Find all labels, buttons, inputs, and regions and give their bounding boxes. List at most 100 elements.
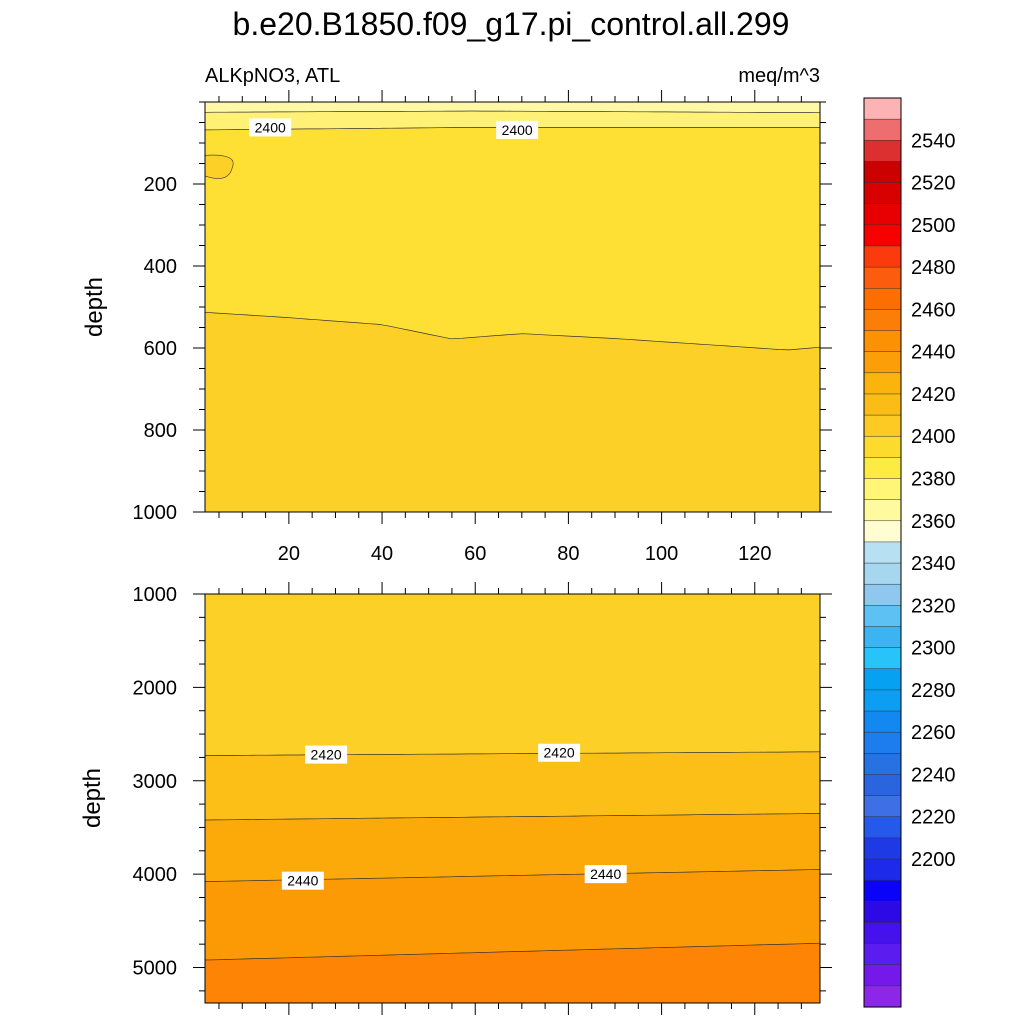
colorbar-segment (863, 457, 902, 480)
colorbar-segment (863, 414, 902, 437)
colorbar-label: 2340 (911, 553, 956, 575)
colorbar-segment (863, 668, 902, 691)
colorbar-segment (863, 710, 902, 733)
contour-label: 2420 (544, 745, 575, 761)
y-tick-label: 800 (144, 420, 177, 442)
colorbar-segment (863, 309, 902, 332)
colorbar-label: 2480 (911, 257, 956, 279)
top-ylabel: depth (81, 277, 108, 337)
colorbar-segment (863, 393, 902, 416)
colorbar-label: 2240 (911, 765, 956, 787)
colorbar-segment (863, 118, 902, 141)
y-tick-label: 3000 (133, 771, 178, 793)
colorbar-label: 2300 (911, 638, 956, 660)
contour-band (205, 943, 820, 1003)
contour-line (205, 110, 820, 114)
y-tick-label: 4000 (133, 864, 178, 886)
colorbar-frame (863, 97, 902, 1008)
y-tick-label: 1000 (133, 502, 178, 524)
colorbar-segment (863, 689, 902, 712)
bottom-panel: 2420 2420 2440 2440 1000 2000 3000 4000 5000 (133, 582, 832, 1015)
x-tick-label: 80 (557, 543, 579, 565)
colorbar-segment (863, 97, 902, 120)
colorbar-label: 2200 (911, 849, 956, 871)
contour-line (205, 942, 820, 961)
colorbar-segment (863, 964, 902, 987)
colorbar-segment (863, 858, 902, 881)
colorbar-segment (863, 795, 902, 818)
colorbar-label: 2500 (911, 215, 956, 237)
colorbar-label: 2400 (911, 426, 956, 448)
bottom-ylabel: depth (79, 768, 106, 828)
x-tick-label: 20 (278, 543, 300, 565)
contour-label: 2400 (502, 122, 533, 138)
colorbar-segment (863, 985, 902, 1008)
chart-title: b.e20.B1850.f09_g17.pi_control.all.299 (233, 6, 790, 42)
colorbar-segment (863, 435, 902, 458)
colorbar-segment (863, 224, 902, 247)
colorbar-label: 2520 (911, 173, 956, 195)
colorbar-label: 2220 (911, 807, 956, 829)
colorbar-segment (863, 922, 902, 945)
colorbar-segment (863, 351, 902, 374)
contour-label: 2400 (255, 119, 286, 135)
contour-label: 2420 (311, 747, 342, 763)
x-tick-label: 40 (371, 543, 393, 565)
colorbar-segment (863, 943, 902, 966)
colorbar-label: 2360 (911, 511, 956, 533)
colorbar-segment (863, 901, 902, 923)
colorbar-segment (863, 330, 902, 353)
x-tick-label: 100 (645, 543, 678, 565)
plot-frame (204, 593, 821, 1004)
colorbar-label: 2280 (911, 680, 956, 702)
colorbar-label: 2460 (911, 299, 956, 321)
contour-band (205, 312, 820, 512)
y-tick-label: 2000 (133, 677, 178, 699)
y-tick-label: 5000 (133, 958, 178, 980)
colorbar-segment (863, 245, 902, 268)
colorbar-segment (863, 288, 902, 310)
colorbar-label: 2260 (911, 722, 956, 744)
colorbar-segment (863, 266, 902, 289)
contour-label-box (281, 871, 324, 890)
contour-label: 2440 (287, 873, 318, 889)
x-tick-label: 60 (464, 543, 486, 565)
colorbar-segment (863, 626, 902, 649)
contour-label-box (584, 865, 627, 884)
contour-label: 2440 (590, 866, 621, 882)
colorbar-segment (863, 837, 902, 860)
colorbar-segment (863, 753, 902, 776)
colorbar-segment (863, 879, 902, 902)
colorbar-segment (863, 478, 902, 501)
colorbar-segment (863, 372, 902, 395)
y-tick-label: 200 (144, 174, 177, 196)
colorbar-segment (863, 140, 902, 162)
colorbar-segment (863, 774, 902, 797)
contour-label-box (305, 745, 348, 764)
y-tick-label: 400 (144, 256, 177, 278)
left-subtitle: ALKpNO3, ATL (205, 65, 340, 87)
colorbar-segment (863, 541, 902, 564)
colorbar-segment (863, 605, 902, 628)
contour-label-box (496, 120, 539, 139)
colorbar-segment (863, 816, 902, 839)
y-tick-label: 600 (144, 338, 177, 360)
colorbar-segment (863, 161, 902, 184)
colorbar-label: 2380 (911, 469, 956, 491)
top-panel: 2400 2400 20 40 60 80 100 120 200 400 600 800 1000 (133, 90, 832, 565)
x-tick-label: 120 (738, 543, 771, 565)
colorbar: 2540 2520 2500 2480 2460 2440 2420 2400 2380 2360… (863, 97, 956, 1008)
colorbar-segment (863, 647, 902, 670)
colorbar-label: 2420 (911, 384, 956, 406)
right-subtitle: meq/m^3 (738, 65, 820, 87)
colorbar-segment (863, 182, 902, 205)
colorbar-label: 2320 (911, 595, 956, 617)
colorbar-segment (863, 203, 902, 226)
contour-label-box (538, 743, 581, 762)
contour-patch (205, 154, 234, 179)
colorbar-segment (863, 583, 902, 606)
contour-line (205, 813, 820, 821)
colorbar-segment (863, 731, 902, 754)
colorbar-segment (863, 562, 902, 585)
